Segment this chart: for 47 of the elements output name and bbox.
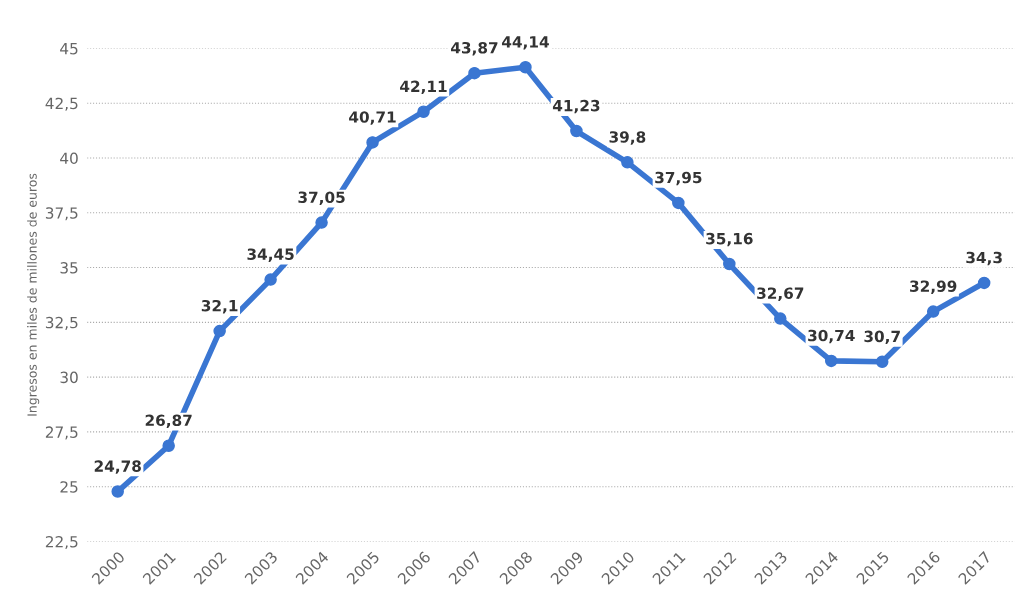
data-label: 24,78	[94, 460, 141, 474]
point	[162, 439, 175, 452]
y-axis-title: Ingresos en miles de millones de euros	[27, 173, 40, 416]
data-label: 44,14	[501, 36, 549, 50]
data-label: 30,74	[808, 329, 855, 344]
data-label: 32,99	[910, 280, 957, 294]
y-tick-label: 35	[60, 262, 78, 274]
data-label: 35,16	[706, 232, 753, 247]
point	[264, 273, 277, 286]
y-tick-label: 30	[60, 371, 78, 384]
point	[315, 216, 328, 229]
point	[111, 485, 124, 498]
point	[977, 276, 991, 290]
data-label: 32,67	[757, 287, 804, 301]
data-label: 34,45	[247, 248, 294, 262]
data-label: 32,1	[201, 299, 238, 314]
data-label: 40,71	[349, 111, 396, 125]
data-label: 42,11	[400, 80, 447, 95]
y-tick-label: 22,5	[45, 535, 78, 550]
point	[570, 124, 583, 138]
point	[468, 66, 481, 80]
point	[366, 136, 379, 149]
point	[875, 355, 889, 369]
data-label: 41,23	[552, 99, 600, 114]
y-tick-label: 40	[60, 152, 78, 164]
point	[417, 105, 430, 118]
data-label: 34,3	[966, 251, 1002, 266]
y-tick-label: 37,5	[45, 207, 78, 221]
y-tick-label: 32,5	[45, 316, 78, 330]
point	[213, 324, 226, 338]
point	[926, 305, 940, 318]
data-label: 30,7	[864, 330, 900, 345]
point	[621, 156, 634, 169]
point	[672, 196, 685, 210]
y-tick-label: 45	[60, 43, 78, 55]
point	[825, 354, 838, 368]
data-label: 43,87	[451, 41, 498, 56]
data-label: 37,05	[298, 191, 345, 205]
data-label: 39,8	[609, 131, 646, 145]
data-label: 26,87	[145, 414, 192, 429]
point	[723, 257, 736, 271]
y-tick-label: 27,5	[45, 426, 78, 440]
point	[519, 60, 532, 74]
data-label: 37,95	[655, 171, 702, 186]
y-tick-label: 42,5	[45, 97, 78, 111]
point	[774, 312, 787, 325]
y-tick-label: 25	[60, 481, 78, 493]
